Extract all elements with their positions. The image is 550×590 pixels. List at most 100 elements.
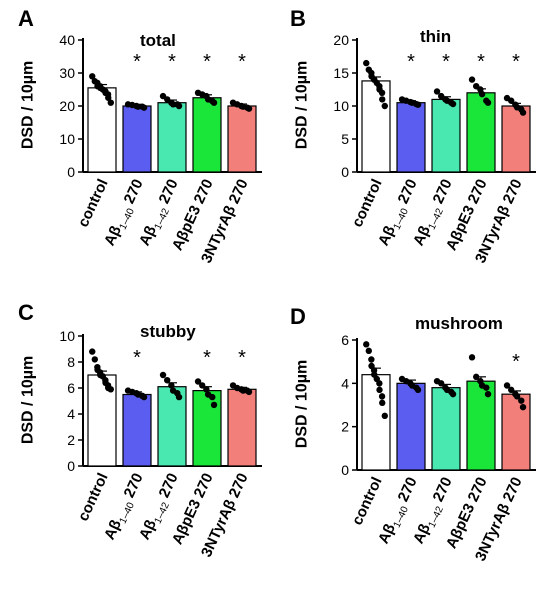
y-tick-label: 4	[341, 375, 349, 391]
y-tick-label: 40	[59, 32, 75, 48]
significance-star: *	[512, 51, 520, 73]
data-point	[368, 356, 375, 363]
panel-title: total	[140, 31, 176, 50]
panel-title: stubby	[140, 322, 196, 341]
panel-letter: D	[290, 304, 306, 329]
bar-5	[501, 105, 531, 173]
x-tick-label: control	[75, 471, 112, 524]
bar-2	[122, 393, 152, 467]
bar-3	[431, 387, 461, 471]
significance-star: *	[133, 51, 141, 73]
y-tick-label: 20	[333, 32, 349, 48]
bar-4	[192, 390, 222, 467]
data-point	[513, 393, 521, 400]
y-tick-label: 6	[341, 332, 349, 348]
data-point	[363, 341, 370, 348]
data-point	[508, 386, 515, 394]
y-tick-label: 30	[59, 65, 75, 81]
significance-star: *	[512, 351, 520, 373]
data-point	[376, 380, 383, 387]
data-point	[449, 390, 457, 398]
data-point	[468, 354, 476, 361]
data-point	[140, 393, 148, 401]
y-tick-label: 0	[341, 462, 349, 478]
data-point	[210, 401, 218, 409]
data-point	[199, 382, 206, 389]
bar-5	[227, 105, 257, 173]
panel-title: mushroom	[415, 314, 503, 333]
data-point	[210, 99, 218, 106]
significance-star: *	[238, 347, 246, 369]
data-point	[168, 382, 175, 389]
y-tick-label: 4	[67, 406, 75, 422]
data-point	[518, 397, 525, 404]
y-axis-label: DSD / 10µm	[19, 61, 36, 149]
data-point	[414, 101, 422, 108]
data-point	[245, 105, 253, 112]
y-tick-label: 0	[341, 164, 349, 180]
data-point	[378, 89, 386, 97]
y-tick-label: 2	[341, 419, 349, 435]
bar-1	[361, 80, 391, 173]
y-tick-label: 5	[341, 131, 349, 147]
panel-title: thin	[420, 27, 451, 46]
y-axis-label: DSD / 10µm	[293, 360, 310, 448]
data-point	[194, 378, 202, 385]
data-point	[381, 102, 388, 110]
data-point	[484, 99, 492, 106]
x-tick-label: control	[349, 177, 386, 230]
significance-star: *	[442, 51, 450, 73]
y-tick-label: 10	[59, 131, 75, 147]
data-point	[473, 373, 480, 381]
x-tick-label: control	[75, 177, 112, 230]
data-point	[508, 97, 515, 104]
data-point	[365, 347, 372, 355]
data-point	[107, 99, 115, 106]
bar-2	[396, 102, 426, 173]
data-point	[89, 73, 96, 80]
y-tick-label: 2	[67, 432, 75, 448]
data-point	[379, 96, 386, 103]
significance-star: *	[168, 51, 176, 73]
data-point	[483, 384, 490, 391]
bar-2	[396, 382, 426, 471]
data-point	[484, 390, 492, 398]
y-axis-label: DSD / 10µm	[19, 356, 36, 444]
bar-4	[466, 92, 496, 173]
significance-star: *	[238, 51, 246, 73]
significance-star: *	[133, 347, 141, 369]
data-point	[209, 393, 216, 401]
data-point	[107, 386, 115, 393]
bar-5	[227, 388, 257, 467]
data-point	[245, 388, 253, 396]
data-point	[378, 393, 386, 400]
y-tick-label: 0	[67, 164, 75, 180]
bar-3	[157, 102, 187, 173]
data-point	[468, 76, 476, 83]
bar-2	[122, 105, 152, 173]
y-tick-label: 15	[333, 65, 349, 81]
data-point	[381, 412, 388, 420]
bar-1	[361, 374, 391, 471]
significance-star: *	[203, 51, 211, 73]
data-point	[503, 382, 511, 389]
y-tick-label: 0	[67, 458, 75, 474]
panel-letter: B	[290, 6, 306, 31]
data-point	[140, 104, 148, 111]
x-tick-label: control	[349, 475, 386, 528]
data-point	[89, 348, 96, 355]
data-point	[363, 59, 370, 67]
data-point	[414, 386, 422, 394]
panel-letter: A	[18, 6, 34, 31]
y-tick-label: 10	[333, 98, 349, 114]
data-point	[376, 386, 383, 394]
data-point	[203, 386, 210, 393]
data-point	[433, 88, 441, 95]
significance-star: *	[407, 51, 415, 73]
bar-5	[501, 393, 531, 471]
